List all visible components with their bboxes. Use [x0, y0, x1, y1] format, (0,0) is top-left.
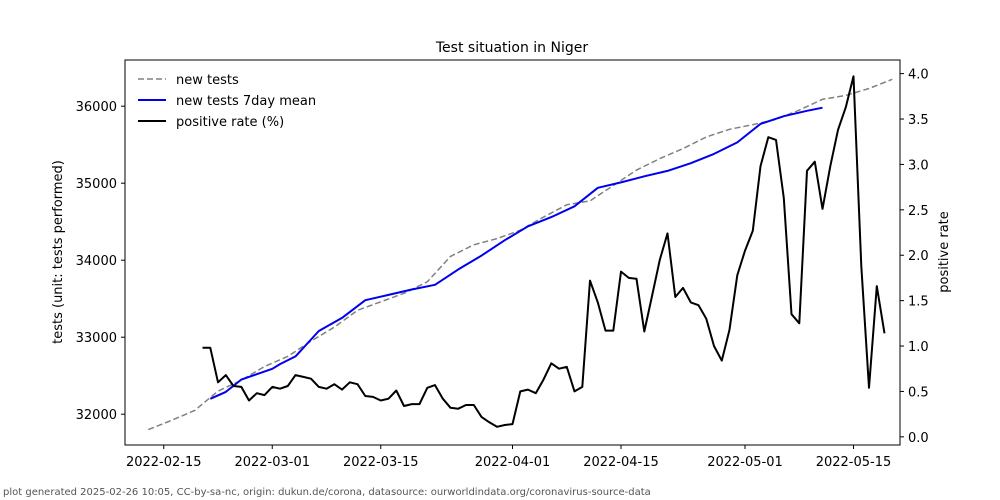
legend-label: positive rate (%): [176, 115, 284, 130]
positive-rate-line: [202, 75, 886, 428]
y-tick-label: 34000: [76, 254, 117, 269]
legend: new tests new tests 7day mean positive rat…: [138, 73, 316, 130]
x-tick-label: 2022-04-01: [475, 455, 551, 470]
y2-axis-label: positive rate: [937, 211, 952, 293]
y2-tick-label: 4.0: [908, 68, 929, 83]
x-tick-label: 2022-05-15: [816, 455, 892, 470]
y-axis-label: tests (unit: tests performed): [51, 160, 66, 344]
legend-label: new tests: [176, 73, 239, 88]
new-tests-line: [148, 78, 893, 431]
y2-tick-label: 0.0: [908, 431, 929, 446]
footer-note: plot generated 2025-02-26 10:05, CC-by-s…: [3, 487, 651, 498]
x-tick-label: 2022-03-01: [234, 455, 310, 470]
y2-tick-label: 3.0: [908, 158, 929, 173]
y2-tick-label: 1.0: [908, 340, 929, 355]
y2-tick-label: 0.5: [908, 385, 929, 400]
series-layer: [148, 75, 893, 431]
y-tick-label: 36000: [76, 100, 117, 115]
x-tick-label: 2022-04-15: [583, 455, 659, 470]
y2-tick-label: 3.5: [908, 113, 929, 128]
new-tests-7day-mean-line: [209, 106, 823, 400]
y2-tick-label: 2.5: [908, 204, 929, 219]
x-tick-label: 2022-03-15: [343, 455, 419, 470]
x-tick-label: 2022-02-15: [126, 455, 202, 470]
chart-title: Test situation in Niger: [435, 40, 588, 56]
y-tick-label: 32000: [76, 408, 117, 423]
y-tick-label: 33000: [76, 331, 117, 346]
y-tick-label: 35000: [76, 177, 117, 192]
x-tick-label: 2022-05-01: [707, 455, 783, 470]
y2-tick-label: 2.0: [908, 249, 929, 264]
axes-layer: 2022-02-15 2022-03-01 2022-03-15 2022-04-01…: [76, 68, 929, 470]
legend-label: new tests 7day mean: [176, 94, 316, 109]
y2-tick-label: 1.5: [908, 295, 929, 310]
